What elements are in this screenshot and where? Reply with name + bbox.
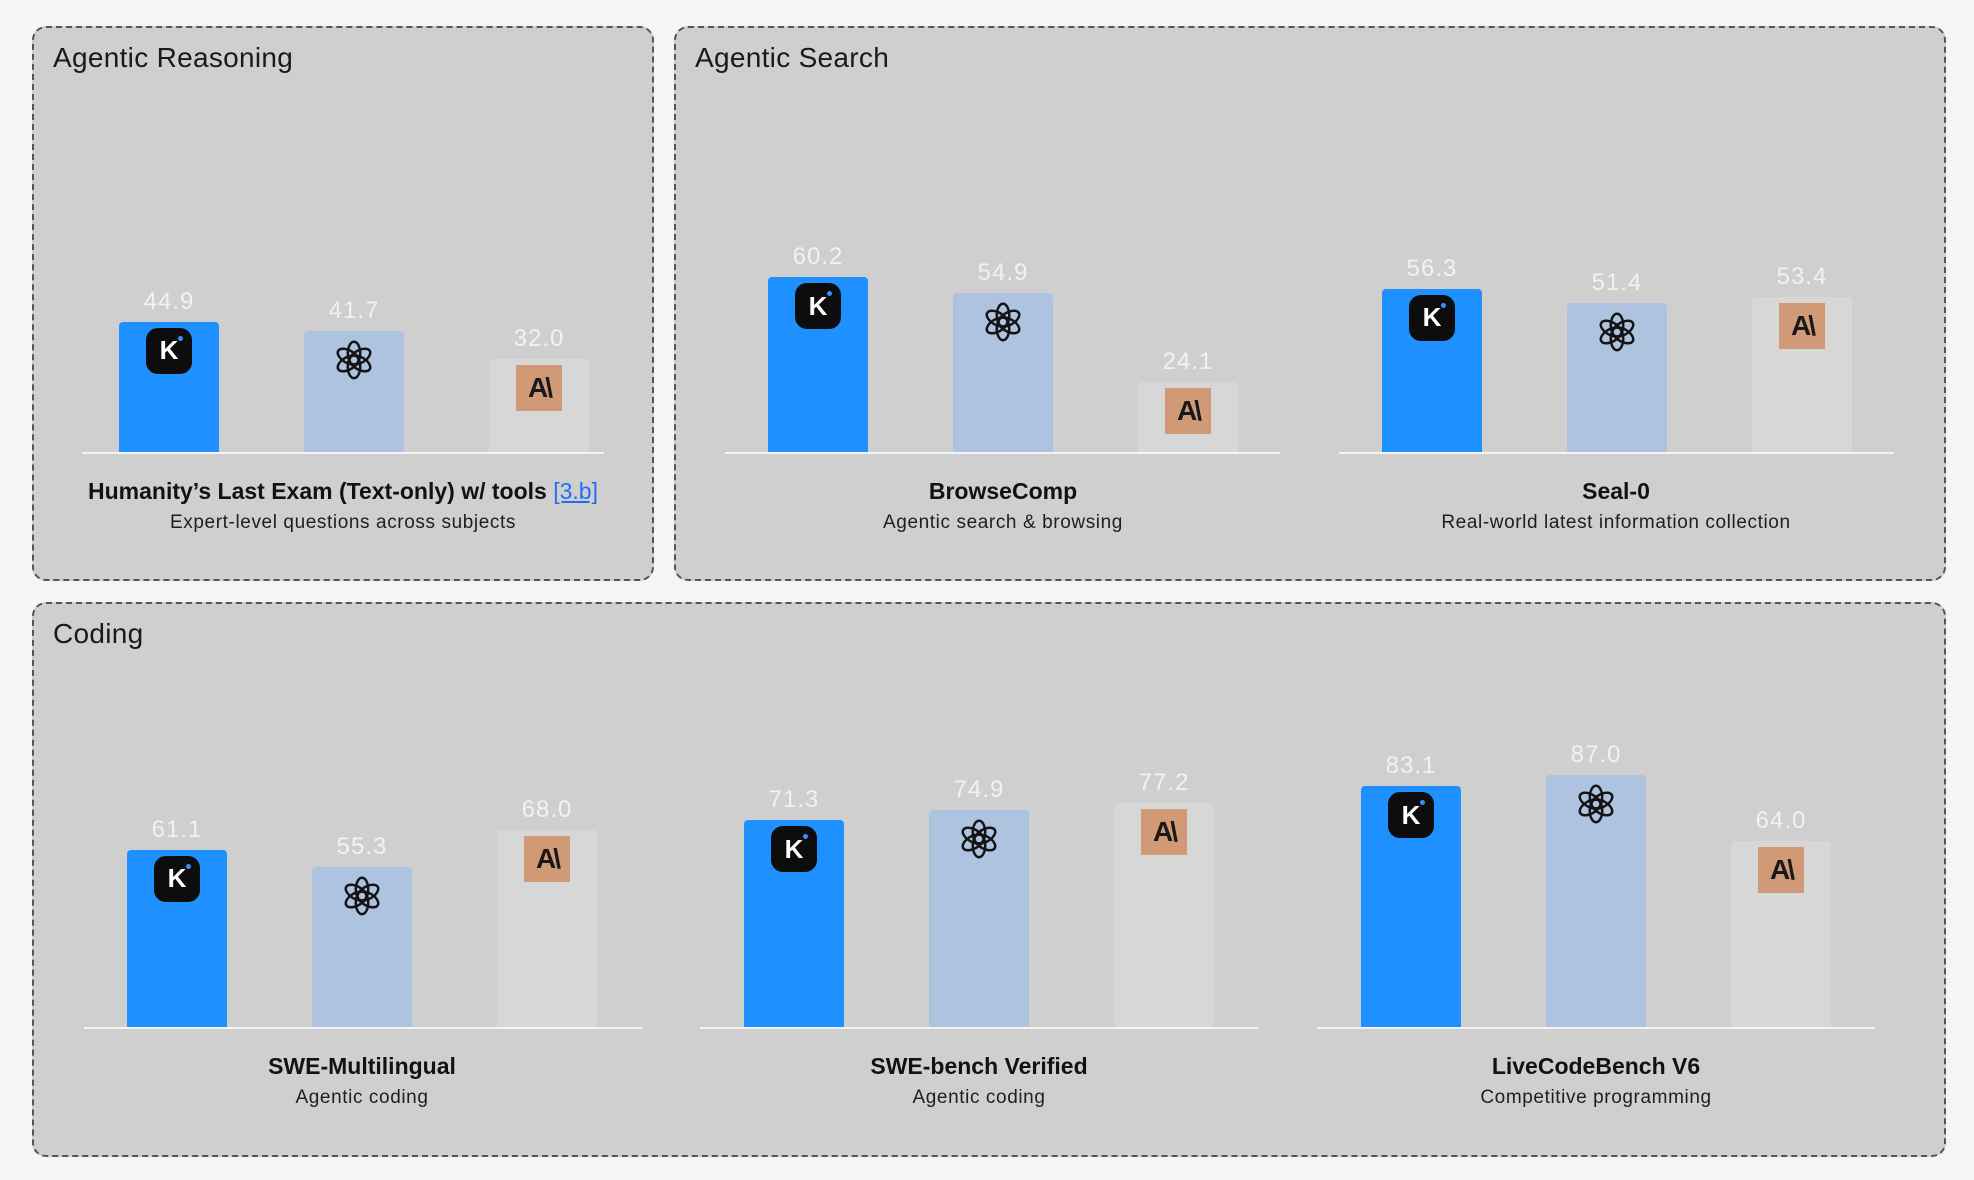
benchmark-title: SWE-Multilingual: [268, 1053, 456, 1079]
value-label: 74.9: [953, 775, 1005, 803]
value-label: 54.9: [977, 258, 1029, 286]
value-label: 68.0: [521, 795, 573, 823]
kimi-logo-icon: K: [1388, 792, 1434, 838]
value-label: 64.0: [1755, 807, 1807, 835]
openai-logo-icon: [1573, 781, 1619, 827]
value-label: 51.4: [1591, 268, 1643, 296]
value-label: 71.3: [768, 786, 820, 814]
value-label: 61.1: [151, 815, 203, 843]
kimi-logo-icon: K: [1409, 294, 1455, 341]
anthropic-logo-icon: A\: [524, 835, 570, 882]
panel-title: Coding: [53, 618, 144, 649]
bar: [304, 331, 404, 452]
openai-logo-icon: [956, 816, 1002, 862]
kimi-dot-icon: [827, 291, 832, 297]
benchmark-name: Humanity’s Last Exam (Text-only) w/ tool…: [13, 478, 673, 505]
anthropic-logo-icon: A\: [1779, 303, 1825, 350]
bar: [312, 866, 412, 1027]
panel-title: Agentic Reasoning: [53, 42, 294, 73]
kimi-logo-icon: K: [146, 327, 192, 374]
bar: [1546, 774, 1646, 1027]
openai-logo-icon: [980, 299, 1026, 345]
benchmark-title: Seal-0: [1582, 478, 1650, 504]
benchmark-description: Real-world latest information collection: [1441, 512, 1791, 533]
benchmark-title: Humanity’s Last Exam (Text-only) w/ tool…: [88, 478, 547, 504]
chart-baseline: [82, 452, 604, 454]
anthropic-logo-icon: A\: [1165, 388, 1211, 435]
value-label: 87.0: [1570, 740, 1622, 768]
panel-title: Agentic Search: [695, 42, 890, 73]
benchmark-title: LiveCodeBench V6: [1491, 1053, 1701, 1079]
chart-baseline: [700, 1027, 1258, 1029]
anthropic-logo-icon: A\: [1758, 847, 1804, 894]
benchmark-description: Agentic search & browsing: [883, 512, 1123, 533]
chart-baseline: [1317, 1027, 1875, 1029]
kimi-dot-icon: [178, 335, 183, 341]
benchmark-name: BrowseComp: [673, 478, 1333, 505]
reference-link[interactable]: [3.b]: [553, 478, 598, 504]
value-label: 55.3: [336, 832, 388, 860]
value-label: 53.4: [1776, 263, 1828, 291]
kimi-dot-icon: [803, 834, 808, 840]
kimi-logo-icon: K: [154, 855, 200, 902]
benchmark-description: Expert-level questions across subjects: [170, 512, 516, 533]
benchmark-description: Agentic coding: [912, 1087, 1046, 1108]
openai-logo-icon: [331, 337, 377, 383]
bar: [953, 292, 1053, 452]
kimi-logo-icon: K: [795, 283, 841, 330]
kimi-dot-icon: [1420, 800, 1425, 805]
benchmark-name: Seal-0: [1286, 478, 1946, 505]
benchmark-description: Competitive programming: [1480, 1087, 1712, 1108]
benchmark-title: BrowseComp: [928, 478, 1078, 504]
value-label: 44.9: [143, 287, 195, 315]
value-label: 56.3: [1406, 254, 1458, 282]
value-label: 77.2: [1138, 769, 1190, 797]
benchmark-title: SWE-bench Verified: [870, 1053, 1088, 1079]
chart-baseline: [725, 452, 1280, 454]
benchmark-name: LiveCodeBench V6: [1266, 1053, 1926, 1080]
value-label: 60.2: [792, 243, 844, 271]
openai-logo-icon: [1594, 309, 1640, 355]
value-label: 32.0: [513, 325, 565, 353]
anthropic-logo-icon: A\: [516, 365, 562, 412]
benchmark-description: Agentic coding: [295, 1087, 429, 1108]
value-label: 24.1: [1162, 348, 1214, 376]
chart-baseline: [1339, 452, 1894, 454]
anthropic-logo-icon: A\: [1141, 809, 1187, 856]
kimi-dot-icon: [186, 863, 191, 869]
value-label: 83.1: [1385, 752, 1437, 779]
benchmark-name: SWE-Multilingual: [32, 1053, 692, 1080]
value-label: 41.7: [328, 297, 380, 325]
panel-agentic-reasoning: Agentic Reasoning: [32, 26, 654, 581]
openai-logo-icon: [339, 873, 385, 919]
panel-agentic-search: Agentic Search: [674, 26, 1946, 581]
kimi-dot-icon: [1441, 302, 1446, 308]
chart-baseline: [84, 1027, 642, 1029]
benchmark-name: SWE-bench Verified: [649, 1053, 1309, 1080]
kimi-logo-icon: K: [771, 826, 817, 873]
